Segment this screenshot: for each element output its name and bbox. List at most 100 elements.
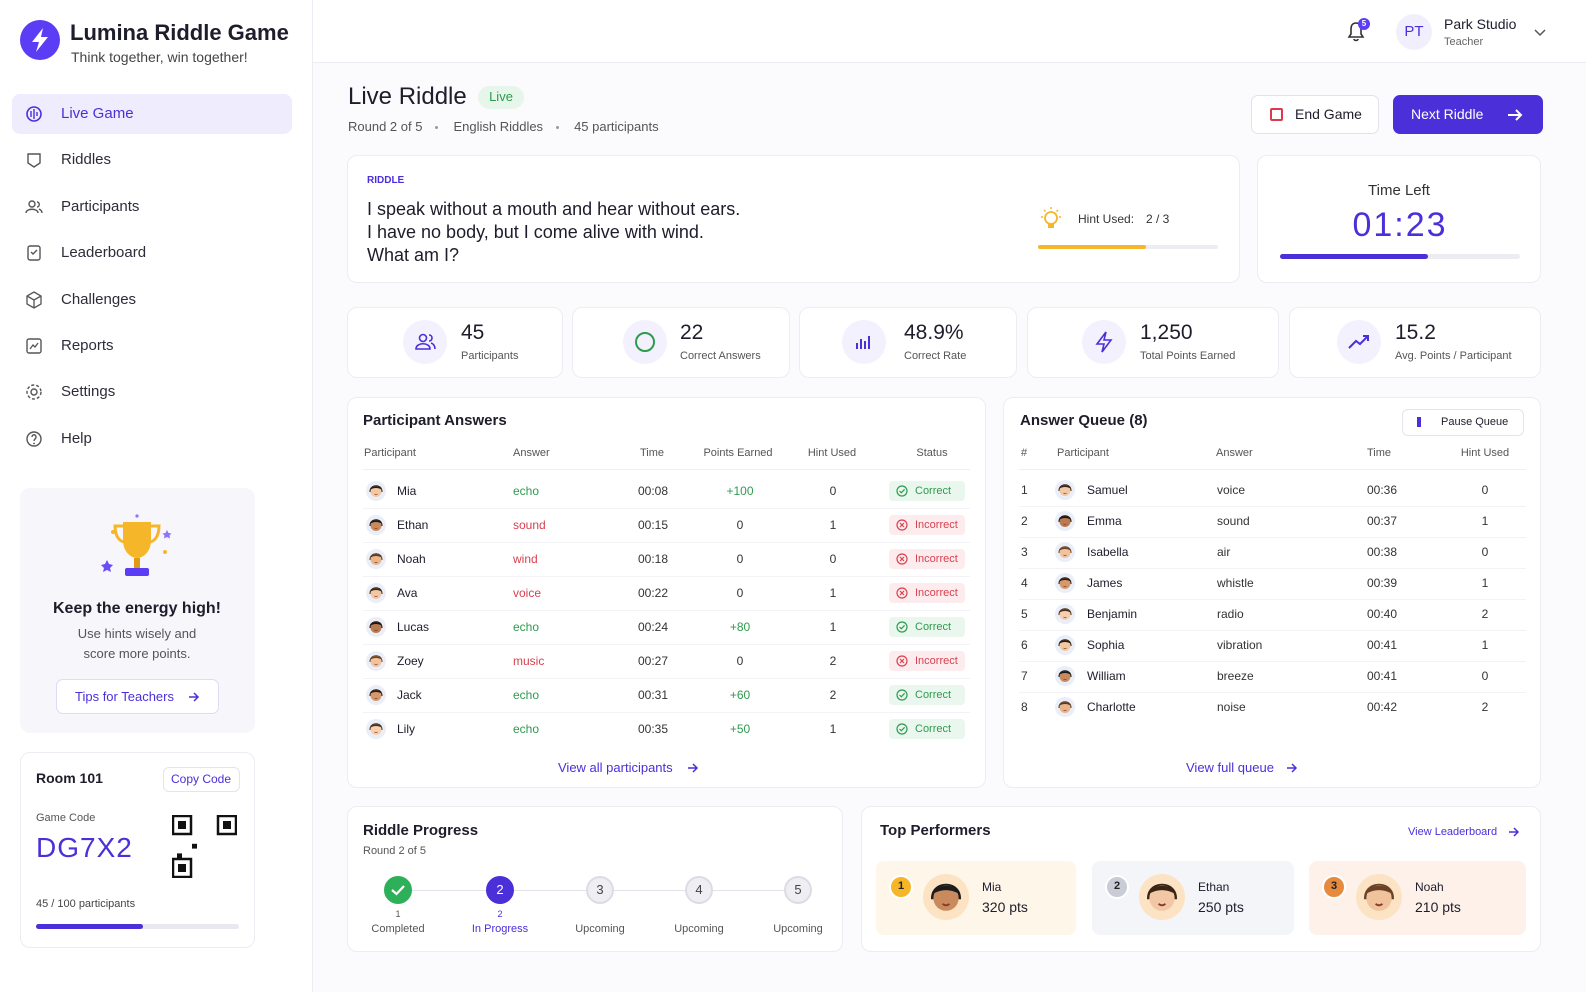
nav-item[interactable]: Leaderboard [61,244,147,262]
step-number: 2 [496,882,504,897]
step-circle [784,876,812,904]
meta-dot [435,126,439,129]
rank: 3 [1330,880,1338,892]
stat-value: 15.2 [1395,321,1436,344]
row-divider [363,712,970,713]
avatar [366,685,386,705]
stat-label: Total Points Earned [1140,350,1236,362]
step-number-small: 2 [497,909,503,919]
status-icon [896,587,908,599]
row-divider [363,610,970,611]
stat-label: Correct Rate [904,350,967,362]
avatar [1055,666,1075,686]
queue-position: 6 [1021,638,1028,652]
capacity-fill [36,924,143,929]
promo-text: Use hints wisely and score more points. [77,626,197,661]
answer: echo [513,688,540,702]
nav-item[interactable]: Settings [61,383,116,401]
time: 00:36 [1367,483,1398,497]
timer-fill [1280,254,1428,259]
step-number: 3 [596,882,604,897]
avatar [1055,573,1075,593]
participant-name: Ethan [397,518,429,532]
status-icon [896,553,908,565]
column-header: Status [916,447,948,459]
step-label: Completed [371,923,425,935]
avatar [1055,511,1075,531]
hints: 0 [1481,545,1489,559]
user-menu-chevron[interactable] [1533,26,1547,40]
status-pill [889,719,965,739]
participant-name: Noah [397,552,426,566]
status-pill [889,617,965,637]
qr-code [172,815,237,878]
notification-bell[interactable] [1342,16,1372,46]
pause-queue-label: Pause Queue [1441,416,1509,428]
column-header: Participant [1057,447,1109,459]
rank-medal [889,875,913,899]
step-circle [384,876,412,904]
view-all-link[interactable]: View all participants [558,760,673,775]
avatar [1055,604,1075,624]
hints: 2 [829,654,837,668]
nav-item[interactable]: Challenges [61,290,137,308]
user-name: Park Studio [1444,16,1517,32]
nav-item[interactable]: Live Game [61,105,134,122]
nav-item[interactable]: Reports [61,337,114,354]
meta-item: Round 2 of 5 [348,119,423,134]
status-pill [889,515,965,535]
status: Correct [915,723,952,735]
time: 00:41 [1367,638,1398,652]
copy-code-button[interactable] [163,767,240,792]
row-divider [363,542,970,543]
queue-position: 8 [1021,700,1028,714]
column-header: Hint Used [1460,447,1510,459]
time: 00:15 [637,518,668,532]
column-header: Time [639,447,664,459]
row-divider [1019,599,1526,600]
status-icon [896,723,908,735]
hints: 1 [1481,638,1489,652]
pause-queue-button[interactable] [1402,409,1524,436]
hints: 0 [1481,483,1489,497]
app-title: Lumina Riddle Game [70,20,289,45]
nav-icon [26,106,42,122]
nav-item[interactable]: Participants [61,197,140,215]
nav-active-bg [12,94,292,134]
status: Incorrect [915,553,958,565]
arrow-icon [688,763,699,773]
view-leaderboard-link[interactable]: View Leaderboard [1408,826,1498,838]
avatar [366,583,386,603]
answer: music [513,654,545,668]
promo-button-label: Tips for Teachers [75,689,174,704]
answer: echo [513,722,540,736]
answers-card [347,397,986,788]
participant-name: Samuel [1087,483,1128,497]
status: Correct [915,689,952,701]
participant-name: Mia [397,484,417,498]
participant-name: Zoey [397,654,424,668]
time: 00:39 [1367,576,1398,590]
participant-name: Isabella [1087,545,1129,559]
view-queue-link[interactable]: View full queue [1186,760,1274,775]
user-avatar [1396,14,1432,50]
nav-icon [26,384,42,401]
divider [1019,469,1526,470]
points: 0 [736,586,744,600]
column-header: Answer [513,447,550,459]
arrow-icon [1287,763,1298,773]
stat-label: Avg. Points / Participant [1395,350,1512,362]
meta-dot [556,126,560,129]
hint-fill [1038,245,1146,249]
nav-item[interactable]: Help [61,429,92,447]
user-role: Teacher [1444,36,1484,48]
code-label: Game Code [36,812,96,824]
next-riddle-label: Next Riddle [1411,106,1484,122]
points: +80 [729,620,751,634]
avatar [1055,480,1075,500]
nav-item[interactable]: Riddles [61,151,112,169]
queue-position: 2 [1021,514,1028,528]
row-divider [1019,568,1526,569]
end-game-button[interactable] [1251,95,1379,134]
